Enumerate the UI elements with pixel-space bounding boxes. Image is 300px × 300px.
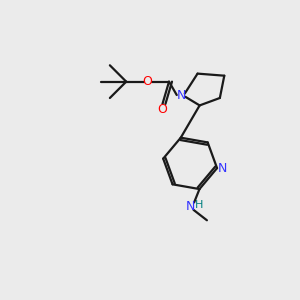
Text: N: N — [186, 200, 195, 213]
Text: N: N — [176, 88, 186, 101]
Text: H: H — [195, 200, 203, 209]
Text: O: O — [143, 75, 153, 88]
Text: N: N — [218, 162, 227, 175]
Text: O: O — [158, 103, 167, 116]
